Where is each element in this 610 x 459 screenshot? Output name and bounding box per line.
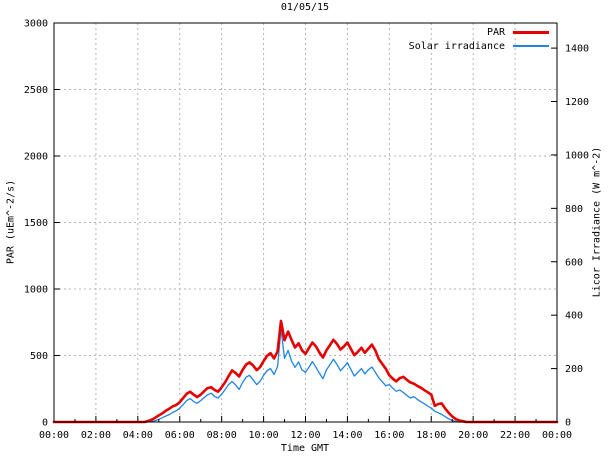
y-left-tick-label: 1500 (24, 218, 48, 229)
x-tick-label: 00:00 (39, 430, 69, 441)
x-tick-label: 14:00 (332, 430, 362, 441)
x-tick-label: 02:00 (81, 430, 111, 441)
y-right-tick-label: 0 (565, 418, 571, 429)
y-axis-label-right: Licor Irradiance (W m^-2) (591, 146, 603, 298)
x-tick-label: 20:00 (458, 430, 488, 441)
legend-line-solar (513, 45, 549, 47)
x-tick-label: 16:00 (374, 430, 404, 441)
x-tick-label: 12:00 (290, 430, 320, 441)
y-right-tick-label: 800 (565, 204, 583, 215)
y-left-tick-label: 2500 (24, 85, 48, 96)
y-left-tick-label: 2000 (24, 152, 48, 163)
x-tick-label: 06:00 (165, 430, 195, 441)
y-left-tick-label: 500 (30, 351, 48, 362)
y-axis-label-left: PAR (uEm^-2/s) (5, 179, 17, 265)
x-tick-label: 22:00 (500, 430, 530, 441)
y-right-tick-label: 600 (565, 257, 583, 268)
y-left-tick-label: 1000 (24, 285, 48, 296)
legend: PAR Solar irradiance (409, 25, 549, 53)
x-tick-label: 04:00 (123, 430, 153, 441)
x-tick-label: 00:00 (542, 430, 572, 441)
y-right-tick-label: 1400 (565, 44, 589, 55)
legend-label-solar: Solar irradiance (408, 40, 505, 52)
y-right-tick-label: 200 (565, 364, 583, 375)
x-tick-label: 18:00 (416, 430, 446, 441)
x-tick-label: 10:00 (249, 430, 279, 441)
x-tick-label: 08:00 (207, 430, 237, 441)
y-right-tick-label: 1000 (565, 150, 589, 161)
y-left-tick-label: 3000 (24, 19, 48, 30)
legend-entry-par: PAR (487, 25, 549, 39)
chart-title: 01/05/15 (280, 2, 330, 13)
y-right-tick-label: 1200 (565, 97, 589, 108)
legend-entry-solar: Solar irradiance (409, 39, 549, 53)
y-left-tick-label: 0 (42, 418, 48, 429)
solar-irradiance-line (53, 327, 558, 423)
legend-label-par: PAR (486, 26, 505, 38)
legend-line-par (513, 30, 549, 34)
x-axis-label: Time GMT (280, 443, 330, 454)
y-right-tick-label: 400 (565, 311, 583, 322)
